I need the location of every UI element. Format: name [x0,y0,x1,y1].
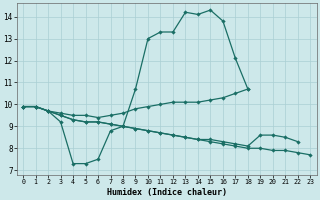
X-axis label: Humidex (Indice chaleur): Humidex (Indice chaleur) [107,188,227,197]
